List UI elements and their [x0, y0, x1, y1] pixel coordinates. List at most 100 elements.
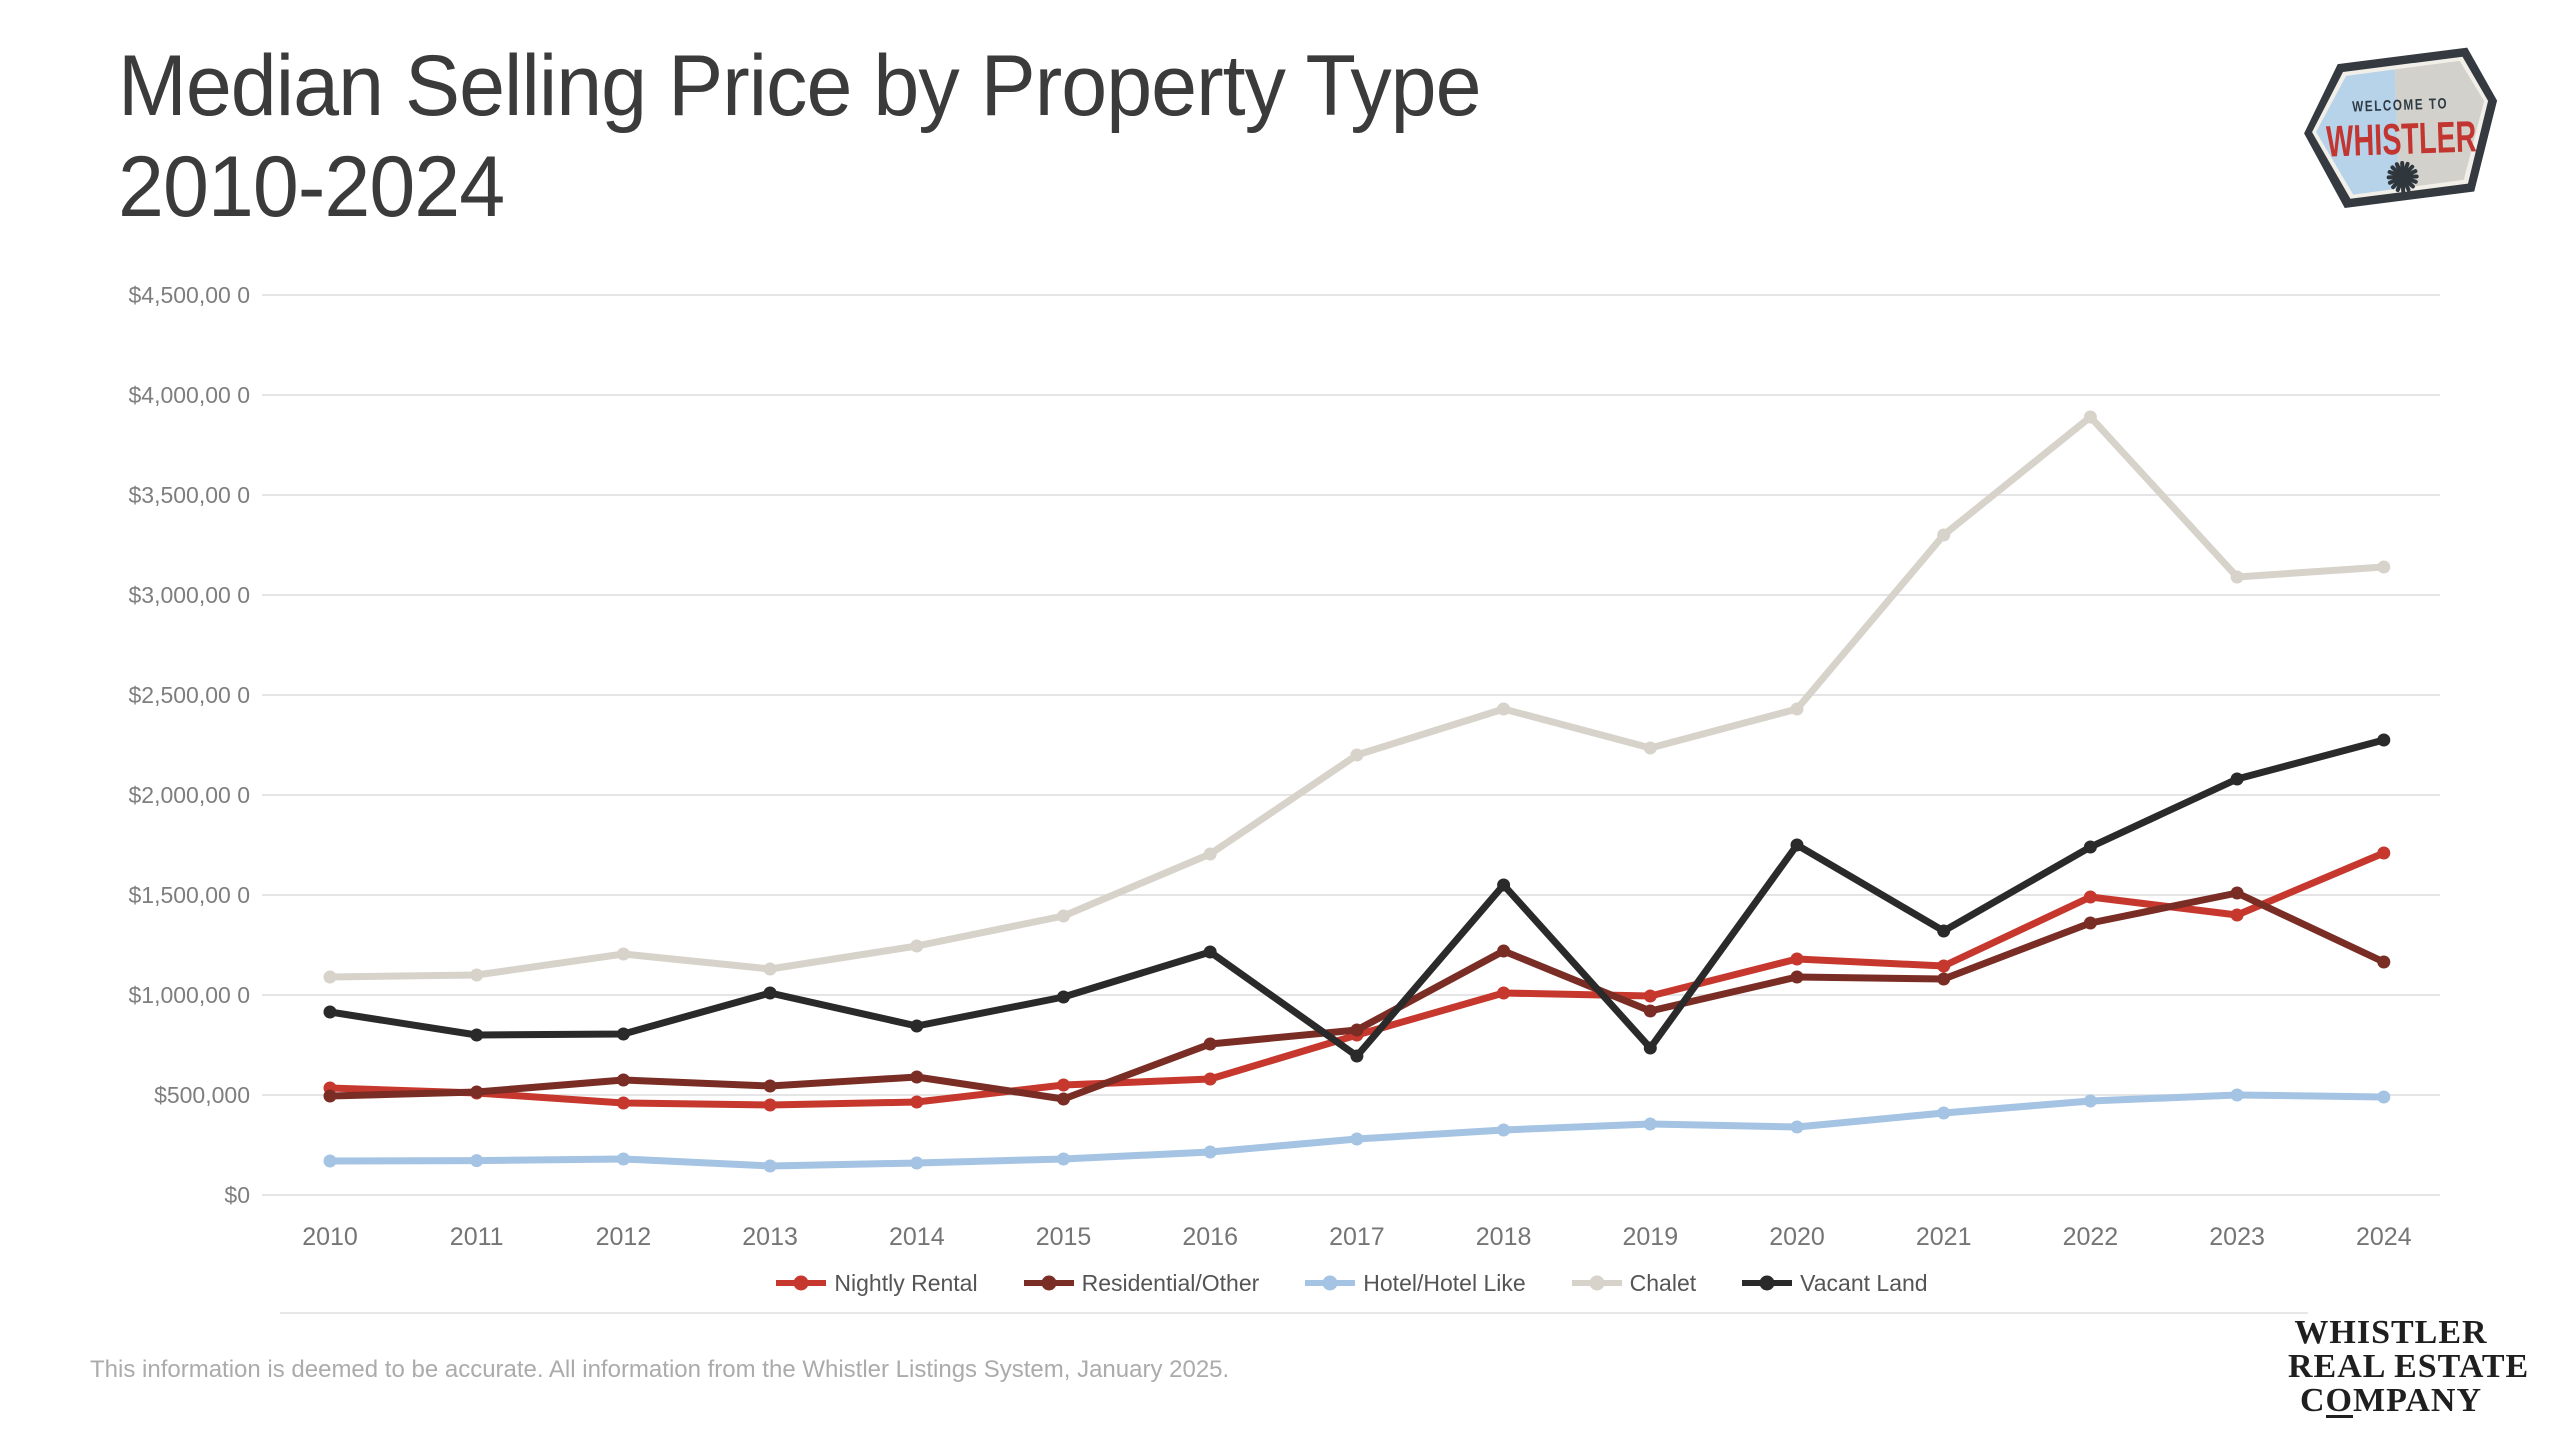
data-point [763, 1098, 777, 1112]
data-point [910, 1070, 924, 1084]
data-point [763, 962, 777, 976]
title-line-1: Median Selling Price by Property Type [118, 38, 1482, 134]
chart-legend: Nightly Rental Residential/Other Hotel/Hot… [262, 1262, 2440, 1304]
data-point [323, 1089, 337, 1103]
data-point [2377, 846, 2391, 860]
data-point [470, 1028, 484, 1042]
legend-item-nightly-rental: Nightly Rental [774, 1270, 978, 1297]
x-axis-label: 2023 [2209, 1223, 2265, 1251]
title-line-2: 2010-2024 [118, 138, 505, 235]
data-point [1643, 741, 1657, 755]
data-point [1643, 1004, 1657, 1018]
legend-marker-icon [776, 1275, 827, 1291]
data-point [1497, 986, 1511, 1000]
y-axis-label: $1,500,00 0 [128, 882, 250, 908]
data-point [1057, 1152, 1070, 1166]
y-axis-label: $2,500,00 0 [128, 682, 250, 708]
data-point [470, 1154, 484, 1168]
data-point [323, 1154, 337, 1168]
data-point [1937, 959, 1951, 973]
x-axis-label: 2018 [1475, 1223, 1532, 1251]
data-point [1350, 1132, 1364, 1146]
company-logo: WHISTLER REAL ESTATE COMPANY [2288, 1316, 2530, 1419]
series-line-chalet [326, 413, 2388, 981]
legend-item-vacant-land: Vacant Land [1740, 1270, 1928, 1297]
x-axis-label: 2010 [302, 1223, 358, 1251]
y-axis-label: $2,000,00 0 [128, 782, 250, 808]
data-point [1937, 1106, 1951, 1120]
legend-label: Hotel/Hotel Like [1363, 1269, 1526, 1296]
data-point [2230, 1088, 2244, 1102]
data-point [1790, 1120, 1804, 1134]
data-point [1643, 1041, 1657, 1055]
data-point [763, 1079, 777, 1093]
data-point [910, 939, 924, 953]
data-point [1937, 924, 1951, 938]
y-axis-label: $0 [224, 1182, 250, 1208]
y-axis-label: $3,000,00 0 [128, 582, 250, 608]
data-point [1350, 1023, 1364, 1037]
data-point [616, 1073, 630, 1087]
badge-whistler-text: WHISTLER [2326, 112, 2478, 166]
x-axis-label: 2011 [449, 1223, 504, 1251]
data-point [1497, 944, 1511, 958]
x-axis-label: 2020 [1769, 1223, 1825, 1251]
data-point [1350, 748, 1364, 762]
x-axis-label: 2013 [742, 1223, 798, 1251]
whistler-badge-logo: WELCOME TO WHISTLER [2304, 47, 2498, 208]
badge-starburst-icon [2386, 160, 2419, 193]
data-point [2230, 570, 2244, 584]
data-point [1790, 952, 1804, 966]
data-point [2083, 916, 2097, 930]
legend-label: Chalet [1629, 1269, 1697, 1296]
legend-item-chalet: Chalet [1570, 1270, 1696, 1297]
data-point [1203, 1037, 1217, 1051]
data-point [2377, 560, 2391, 574]
x-axis-label: 2012 [595, 1223, 652, 1251]
data-point [910, 1095, 924, 1109]
data-point [616, 1096, 630, 1110]
data-point [763, 1159, 777, 1173]
x-axis-label: 2021 [1915, 1223, 1972, 1251]
data-point [2083, 410, 2097, 424]
data-point [1643, 989, 1657, 1003]
footer-disclaimer: This information is deemed to be accurat… [90, 1356, 1230, 1383]
data-point [1057, 909, 1070, 923]
data-point [1937, 528, 1951, 542]
data-point [1057, 1092, 1070, 1106]
data-point [1203, 847, 1217, 861]
underlined-o: O [2325, 1382, 2353, 1419]
legend-marker-icon [1742, 1275, 1793, 1291]
data-point [2377, 955, 2391, 969]
y-axis-label: $4,500,00 0 [128, 282, 250, 308]
company-logo-line-3: COMPANY [2299, 1382, 2482, 1419]
data-point [2377, 733, 2391, 747]
legend-marker-icon [1571, 1275, 1622, 1291]
x-axis-label: 2022 [2062, 1223, 2119, 1251]
legend-divider [280, 1312, 2308, 1314]
data-point [910, 1156, 924, 1170]
y-axis-label: $3,500,00 0 [128, 482, 250, 508]
page-title: Median Selling Price by Property Type 20… [118, 36, 1482, 237]
legend-marker-icon [1023, 1275, 1074, 1291]
data-point [1203, 945, 1217, 959]
data-point [2230, 908, 2244, 922]
x-axis-label: 2019 [1622, 1223, 1679, 1251]
data-point [1790, 970, 1804, 984]
data-point [763, 986, 777, 1000]
x-axis-label: 2014 [888, 1223, 945, 1251]
data-point [1203, 1072, 1217, 1086]
legend-item-residential-other: Residential/Other [1022, 1270, 1259, 1297]
data-point [323, 970, 337, 984]
data-point [1497, 878, 1511, 892]
y-axis-label: $1,000,00 0 [128, 982, 250, 1008]
data-point [1057, 1078, 1070, 1092]
badge-welcome-text: WELCOME TO [2352, 95, 2449, 115]
data-point [1790, 702, 1804, 716]
company-logo-line-2: REAL ESTATE [2288, 1348, 2530, 1385]
data-point [2377, 1090, 2391, 1104]
data-point [616, 1027, 630, 1041]
x-axis-label: 2015 [1035, 1223, 1092, 1251]
